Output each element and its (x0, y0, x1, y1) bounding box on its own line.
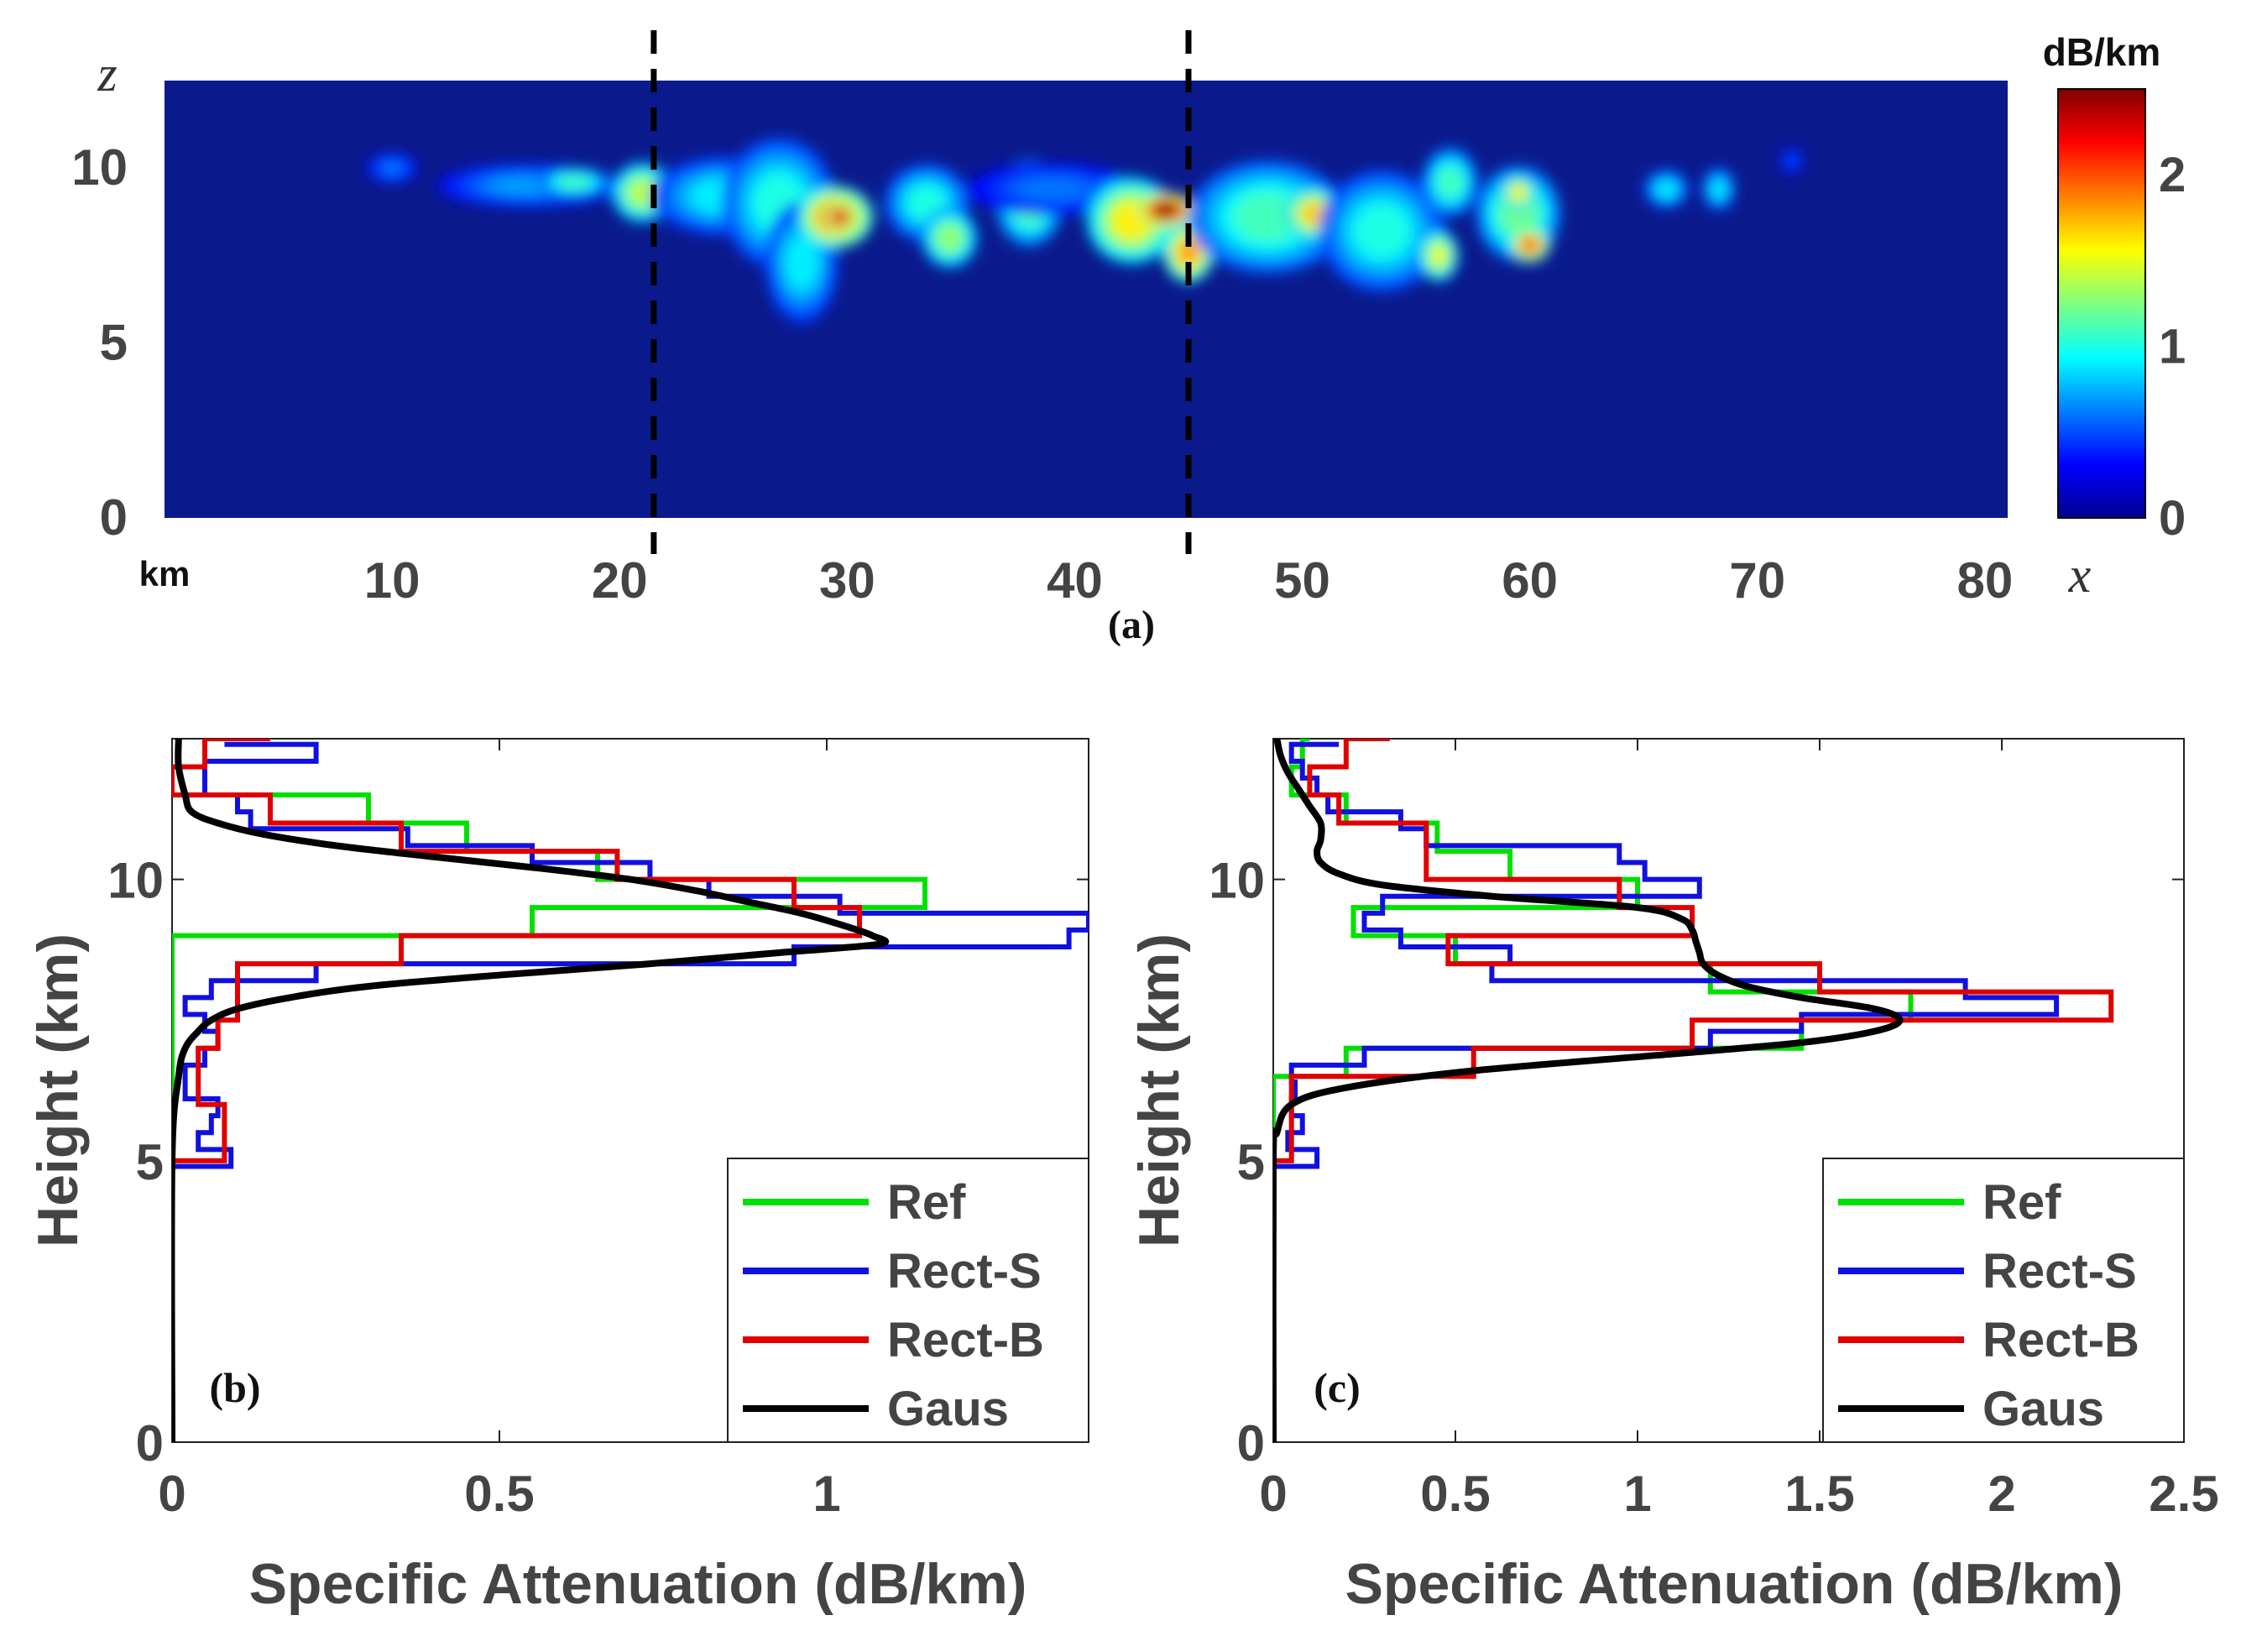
heatmap-cell (937, 225, 962, 252)
x-tick-label: 10 (364, 552, 421, 609)
y-tick-label: 10 (71, 139, 128, 196)
heatmap-cell (629, 179, 656, 206)
x-tick-label: 0 (1259, 1466, 1287, 1522)
x-tick-label: 50 (1274, 552, 1330, 609)
series-gaus-line (172, 739, 889, 1442)
x-tick-label: 0.5 (1420, 1466, 1490, 1522)
x-tick-label: 80 (1957, 552, 2014, 609)
x-tick-label: 60 (1502, 552, 1558, 609)
x-tick-labels: 10 20 30 40 50 60 70 80 (364, 552, 2014, 609)
y-tick-label: 10 (107, 853, 164, 909)
x-tick-label: 40 (1047, 552, 1103, 609)
y-tick-label: 0 (1237, 1415, 1265, 1472)
y-axis-label-c: Height (km) (1127, 933, 1191, 1247)
legend-label: Ref (1983, 1175, 2061, 1230)
series-rect-b-line (1273, 739, 2114, 1442)
colorbar (2057, 88, 2146, 519)
legend-label: Ref (887, 1175, 966, 1230)
legend-box (1822, 1158, 2185, 1443)
panel-label-a: (a) (1108, 603, 1155, 647)
heatmap-cell (1511, 185, 1526, 201)
heatmap-cells (366, 137, 1803, 324)
x-tick-label: 1.5 (1784, 1466, 1854, 1522)
heatmap-cell (1016, 177, 1089, 201)
series-b (172, 739, 1089, 1442)
legend-label: Gaus (887, 1382, 1009, 1436)
heatmap-cell (786, 236, 818, 289)
x-axis-label-b: Specific Attenuation (dB/km) (249, 1552, 1027, 1616)
panel-label-c: (c) (1314, 1364, 1361, 1411)
legend-box (727, 1158, 1089, 1443)
series-gaus-line (1273, 739, 1904, 1442)
legend-label: Rect-B (1983, 1313, 2139, 1367)
x-tick-label: 20 (592, 552, 648, 609)
y-tick-label: 10 (1209, 853, 1265, 909)
x-axis-label-c: Specific Attenuation (dB/km) (1345, 1552, 2124, 1616)
x-axis-symbol: x (2068, 547, 2092, 603)
x-tick-label: 0 (158, 1466, 185, 1522)
legend-label: Rect-S (1983, 1244, 2137, 1299)
heatmap-cell (1521, 238, 1538, 253)
legend-b: Ref Rect-S Rect-B Gaus (727, 1158, 1089, 1443)
x-tick-label: 70 (1729, 552, 1785, 609)
panel-c: 0 0.5 1 1.5 2 2.5 0 5 10 Specific Attenuation (d… (1127, 738, 2219, 1616)
series-c (1273, 739, 2114, 1442)
heatmap-cell (381, 161, 404, 175)
series-ref-line (172, 739, 927, 1442)
y-tick-labels: 0 5 10 (71, 139, 128, 546)
y-tick-label: 5 (136, 1134, 164, 1190)
panel-label-b: (b) (209, 1364, 260, 1411)
x-tick-label: 0.5 (464, 1466, 534, 1522)
y-axis-symbol: z (97, 46, 117, 102)
heatmap-background (165, 81, 2008, 518)
ticks-c: 0 0.5 1 1.5 2 2.5 0 5 10 (1209, 739, 2219, 1522)
series-rect-s-line (172, 741, 1089, 1442)
x-tick-label: 1 (812, 1466, 840, 1522)
y-tick-label: 5 (1237, 1134, 1265, 1190)
heatmap-cell (1153, 202, 1178, 218)
colorbar-tick-label: 1 (2159, 320, 2186, 374)
colorbar-tick-labels: 0 1 2 (2159, 148, 2186, 546)
colorbar-tick-label: 2 (2159, 148, 2186, 202)
heatmap-cell (1786, 155, 1797, 167)
heatmap-cell (1430, 244, 1448, 267)
y-tick-label: 0 (136, 1415, 164, 1472)
series-rect-b-line (172, 739, 862, 1442)
heatmap-cell (1234, 192, 1303, 242)
x-tick-label: 2.5 (2149, 1466, 2218, 1522)
heatmap-cell (1355, 205, 1409, 258)
heatmap-cell (558, 175, 590, 189)
heatmap-cell (1656, 180, 1676, 198)
colorbar-label: dB/km (2043, 30, 2161, 74)
x-unit-label: km (139, 554, 191, 593)
dashed-lines (650, 30, 1192, 554)
x-tick-label: 1 (1623, 1466, 1651, 1522)
y-tick-label: 5 (100, 315, 128, 371)
heatmap-cell (833, 210, 848, 224)
legend-label: Rect-S (887, 1244, 1042, 1299)
legend-c: Ref Rect-S Rect-B Gaus (1822, 1158, 2185, 1443)
heatmap-cell (1438, 167, 1463, 197)
heatmap-cell (1301, 202, 1326, 225)
heatmap-cell (1711, 180, 1727, 199)
heatmap-cell (1178, 238, 1199, 265)
x-tick-label: 30 (819, 552, 875, 609)
colorbar-tick-label: 0 (2159, 491, 2186, 546)
y-tick-label: 0 (100, 489, 128, 546)
y-axis-label-b: Height (km) (26, 933, 90, 1247)
legend-label: Gaus (1983, 1382, 2104, 1436)
x-tick-label: 2 (1988, 1466, 2015, 1522)
legend-label: Rect-B (887, 1313, 1044, 1367)
